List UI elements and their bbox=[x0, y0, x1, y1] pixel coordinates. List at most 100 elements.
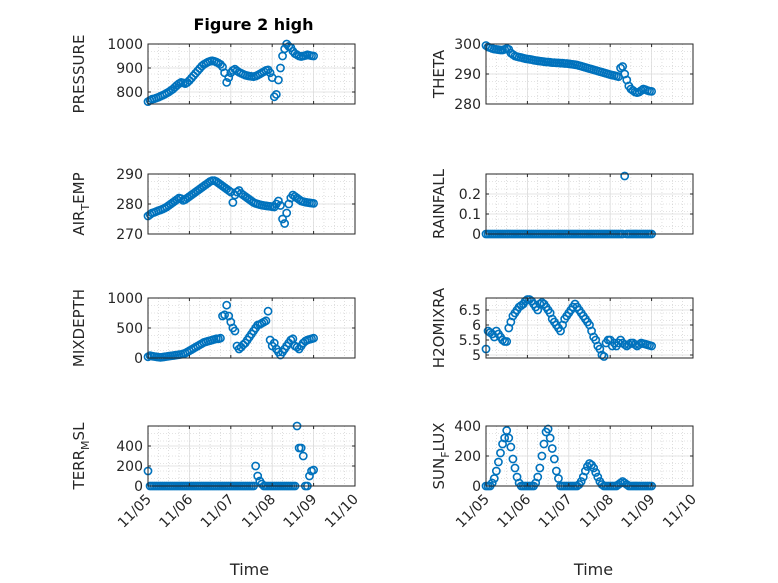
y-axis-label: PRESSURE bbox=[70, 35, 88, 114]
data-point bbox=[589, 463, 599, 473]
data-point bbox=[309, 198, 318, 208]
data-point bbox=[533, 472, 543, 482]
data-point bbox=[599, 352, 609, 361]
axes-box bbox=[147, 425, 356, 487]
data-point bbox=[176, 194, 186, 203]
data-point bbox=[535, 463, 545, 473]
data-point bbox=[296, 443, 306, 453]
y-tick-label: 0 bbox=[472, 227, 481, 243]
x-axis-label-right: Time bbox=[573, 560, 613, 579]
data-point bbox=[647, 87, 656, 96]
data-point bbox=[487, 478, 497, 488]
x-tick-label: 11/07 bbox=[198, 492, 238, 532]
y-axis-label: SUNFLUX bbox=[430, 423, 452, 490]
data-point bbox=[253, 471, 263, 481]
data-point bbox=[593, 472, 603, 482]
data-point bbox=[502, 337, 512, 346]
x-tick-label: 11/10 bbox=[322, 492, 362, 532]
data-point bbox=[510, 463, 520, 473]
x-tick-label: 11/06 bbox=[494, 491, 534, 531]
subplot-air_temp: 270 280 290 AIRTEMP bbox=[70, 167, 356, 243]
x-tick-label: 11/05 bbox=[115, 492, 155, 532]
data-point bbox=[591, 468, 601, 477]
data-point bbox=[636, 86, 646, 95]
data-point bbox=[280, 219, 290, 228]
data-point bbox=[305, 471, 314, 481]
data-point bbox=[276, 201, 285, 210]
data-point bbox=[616, 63, 625, 73]
data-point bbox=[216, 60, 225, 69]
y-tick-label: 6 bbox=[472, 318, 481, 334]
data-point bbox=[228, 198, 238, 207]
data-point bbox=[620, 171, 630, 181]
subplot-grid: 800 900 1000 PRESSURE 280 290 300 THETA 270 280 29… bbox=[70, 35, 700, 532]
y-axis-label: MIXDEPTH bbox=[70, 289, 88, 367]
data-point bbox=[539, 439, 549, 449]
y-tick-label: 300 bbox=[454, 37, 481, 53]
data-point bbox=[309, 333, 318, 343]
y-tick-label: 400 bbox=[454, 419, 481, 435]
data-point bbox=[545, 433, 555, 443]
x-tick-label: 11/07 bbox=[536, 492, 576, 532]
data-point bbox=[271, 90, 281, 99]
data-point bbox=[265, 68, 275, 78]
y-tick-label: 6.5 bbox=[459, 303, 481, 319]
x-tick-label: 11/08 bbox=[239, 492, 279, 532]
data-point bbox=[309, 51, 318, 61]
y-tick-label: 0 bbox=[134, 479, 143, 495]
y-tick-label: 800 bbox=[116, 85, 143, 101]
data-point bbox=[274, 196, 283, 206]
x-tick-label: 11/05 bbox=[453, 492, 493, 532]
data-point bbox=[292, 342, 302, 352]
y-tick-label: 0.2 bbox=[459, 187, 481, 203]
data-point bbox=[261, 316, 271, 326]
y-tick-label: 1000 bbox=[107, 37, 143, 53]
data-point bbox=[549, 454, 559, 464]
data-point bbox=[230, 326, 240, 336]
x-tick-label: 11/08 bbox=[577, 492, 617, 532]
subplot-sun_flux: 11/05 11/06 11/07 11/08 11/09 11/10 0 200 400SUN… bbox=[430, 419, 700, 531]
subplot-mixdepth: 0 500 1000 MIXDEPTH bbox=[70, 289, 356, 367]
data-point bbox=[498, 335, 507, 345]
data-point bbox=[309, 465, 318, 475]
data-point bbox=[576, 477, 586, 486]
data-point bbox=[222, 78, 232, 87]
data-point bbox=[224, 73, 234, 82]
y-tick-label: 400 bbox=[116, 439, 143, 455]
data-point bbox=[647, 341, 656, 351]
data-point bbox=[500, 433, 510, 443]
y-tick-label: 280 bbox=[116, 197, 143, 213]
axes-box bbox=[485, 173, 694, 235]
data-point bbox=[222, 300, 232, 310]
y-tick-label: 270 bbox=[116, 227, 143, 243]
y-axis-label: H2OMIXRA bbox=[430, 287, 448, 368]
data-point bbox=[489, 474, 499, 483]
y-tick-label: 0 bbox=[472, 479, 481, 495]
data-point bbox=[597, 350, 607, 360]
y-axis-label: AIRTEMP bbox=[70, 172, 92, 235]
y-axis-label: THETA bbox=[430, 49, 448, 99]
axes-box bbox=[485, 297, 694, 359]
data-point bbox=[274, 75, 283, 85]
data-point bbox=[537, 451, 547, 461]
x-tick-label: 11/09 bbox=[281, 492, 321, 532]
y-axis-label: TERRMSL bbox=[70, 422, 92, 491]
data-point bbox=[634, 340, 644, 349]
subplot-theta: 280 290 300 THETA bbox=[430, 37, 694, 113]
y-tick-label: 5 bbox=[472, 348, 481, 364]
y-tick-label: 900 bbox=[116, 61, 143, 77]
data-point bbox=[508, 454, 518, 464]
y-tick-label: 0 bbox=[134, 351, 143, 367]
y-tick-label: 280 bbox=[454, 97, 481, 113]
figure-title: Figure 2 high bbox=[194, 15, 314, 34]
data-point bbox=[502, 426, 512, 435]
data-point bbox=[224, 186, 234, 195]
data-point bbox=[494, 457, 503, 467]
x-tick-label: 11/06 bbox=[156, 491, 196, 531]
data-point bbox=[269, 92, 279, 102]
x-tick-label: 11/10 bbox=[660, 492, 700, 532]
data-point bbox=[520, 296, 530, 306]
y-tick-label: 200 bbox=[116, 459, 143, 475]
subplot-terr_msl: 11/05 11/06 11/07 11/08 11/09 11/10 0 200 400 TER… bbox=[70, 421, 362, 532]
